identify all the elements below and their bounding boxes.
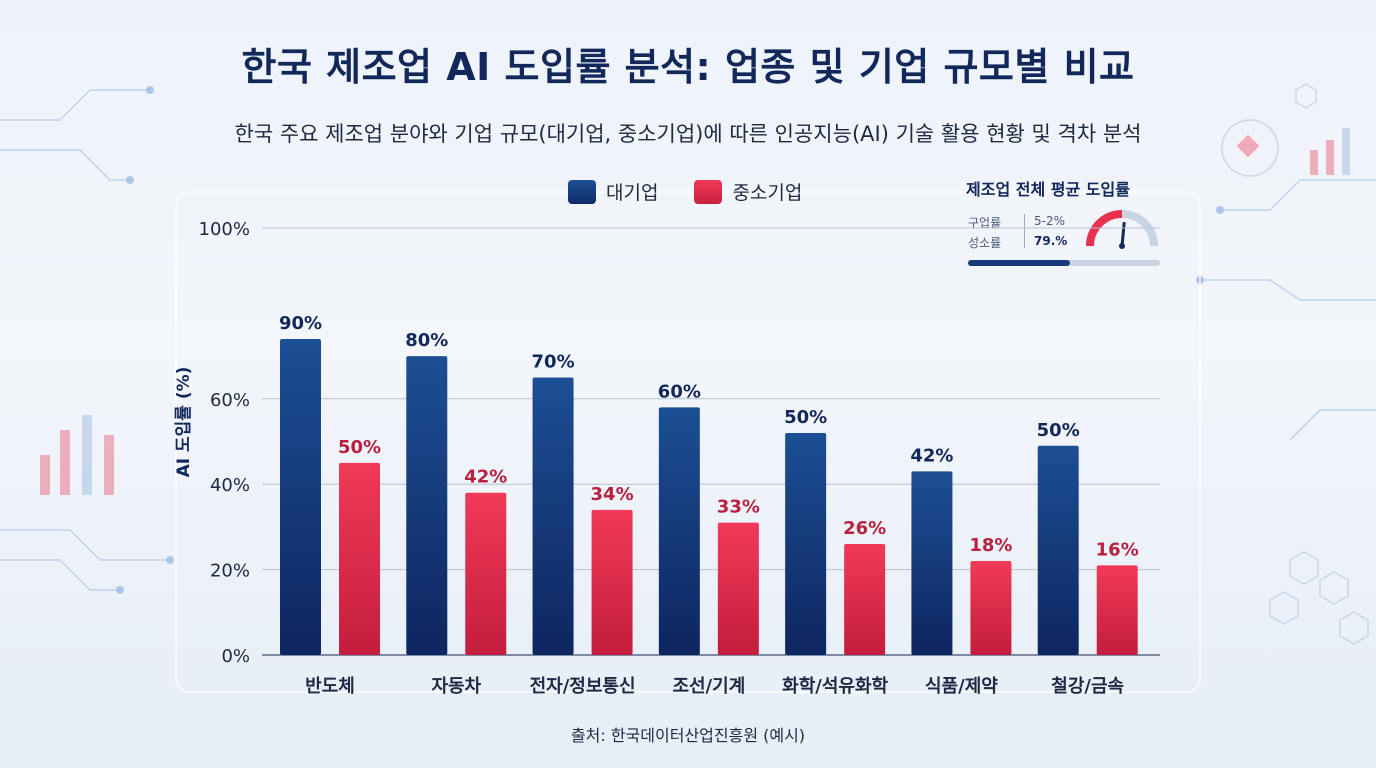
bar-large-value-label: 60% (658, 381, 701, 402)
bar-large-value-label: 50% (784, 407, 827, 428)
page-subtitle: 한국 주요 제조업 분야와 기업 규모(대기업, 중소기업)에 따른 인공지능(… (234, 122, 1142, 146)
bar-large-value-label: 80% (405, 330, 448, 351)
bar-sme (465, 492, 507, 655)
gauge-title: 제조업 전체 평균 도입률 (966, 180, 1130, 199)
legend-item-sme: 중소기업 (694, 178, 802, 205)
y-tick-label: 40% (210, 475, 250, 496)
legend-label-large: 대기업 (606, 182, 659, 204)
gauge-separator (1024, 214, 1025, 248)
bar-large (406, 356, 448, 655)
gauge-progress-fill (968, 260, 1070, 266)
gauge-row1-value: 5-2% (1034, 214, 1066, 228)
x-category-label: 반도체 (305, 676, 355, 697)
bar-large (658, 407, 700, 655)
bar-large (532, 377, 574, 655)
bar-sme-value-label: 18% (969, 535, 1012, 556)
bar-sme (339, 462, 380, 655)
source-note: 출처: 한국데이터산업진흥원 (예시) (570, 726, 806, 745)
bar-sme (844, 543, 886, 655)
x-category-label: 조선/기계 (672, 676, 745, 697)
bar-large-value-label: 50% (1037, 420, 1080, 441)
bar-large-value-label: 42% (910, 445, 953, 466)
legend-swatch-large (568, 179, 596, 204)
y-tick-label: 60% (210, 390, 250, 411)
bar-large (1037, 445, 1079, 655)
bar-sme-value-label: 34% (591, 484, 634, 505)
gauge-row1-label: 구업률 (968, 216, 1002, 230)
legend-item-large: 대기업 (568, 178, 658, 205)
gauge-needle (1120, 221, 1126, 247)
bar-sme-value-label: 26% (843, 518, 886, 539)
bar-large (785, 432, 827, 655)
bar-sme (717, 522, 759, 655)
bar-sme-value-label: 16% (1096, 539, 1139, 560)
bar-sme-value-label: 50% (338, 437, 381, 458)
gauge-row2-value: 79.% (1034, 234, 1068, 248)
x-category-label: 전자/정보통신 (530, 676, 636, 697)
x-category-label: 자동차 (431, 676, 481, 697)
y-axis-title: AI 도입률 (%) (174, 367, 194, 478)
x-category-label: 화학/석유화학 (782, 675, 888, 697)
y-tick-label: 0% (221, 646, 250, 667)
legend-swatch-sme (694, 179, 723, 204)
bar-sme (970, 561, 1012, 655)
bar-large (280, 339, 321, 655)
bar-sme-value-label: 42% (464, 467, 507, 488)
gauge-row2-label: 성소률 (968, 236, 1002, 250)
y-tick-label: 20% (210, 561, 250, 582)
average-gauge-panel: 제조업 전체 평균 도입률 구업률 5-2% 성소률 79.% (962, 176, 1162, 268)
bar-large (911, 471, 953, 655)
bar-large-value-label: 70% (532, 351, 575, 372)
y-tick-label: 100% (199, 219, 250, 240)
x-category-label: 철강/금속 (1051, 676, 1124, 697)
bar-sme (591, 509, 633, 655)
chart-legend: 대기업 중소기업 (568, 178, 802, 205)
bar-large-value-label: 90% (279, 313, 322, 334)
x-category-label: 식품/제약 (925, 675, 998, 697)
bar-sme-value-label: 33% (717, 497, 760, 518)
gauge-dial-icon (1086, 210, 1158, 249)
page-title: 한국 제조업 AI 도입률 분석: 업종 및 기업 규모별 비교 (241, 45, 1135, 89)
bar-sme (1096, 565, 1138, 655)
legend-label-sme: 중소기업 (732, 182, 803, 204)
